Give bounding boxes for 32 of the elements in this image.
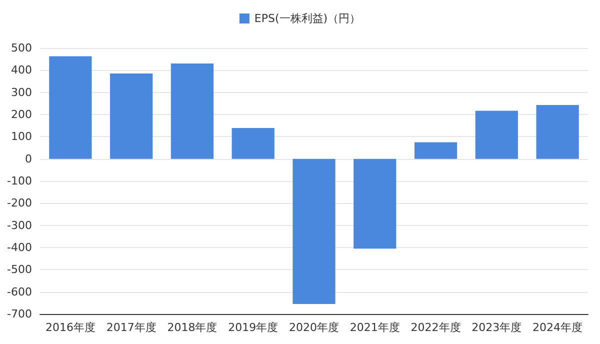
y-tick-label: -200 (7, 196, 32, 210)
y-tick-label: -700 (7, 308, 32, 320)
bar (232, 128, 274, 159)
y-tick-label: -400 (7, 241, 32, 254)
x-tick-label: 2024年度 (532, 321, 583, 334)
bar (536, 104, 579, 159)
x-tick-label: 2020年度 (289, 321, 339, 334)
bar (49, 56, 92, 159)
x-tick-label: 2022年度 (410, 321, 461, 334)
y-tick-label: -300 (7, 218, 32, 232)
x-tick-label: 2017年度 (106, 321, 156, 334)
y-tick-label: 100 (11, 130, 32, 144)
bar (414, 142, 458, 159)
y-tick-label: 200 (11, 108, 32, 121)
y-tick-label: 0 (25, 152, 32, 166)
bar (354, 158, 396, 249)
x-tick-label: 2016年度 (45, 321, 96, 334)
y-tick-label: -600 (7, 285, 32, 298)
x-tick-label: 2019年度 (228, 321, 278, 334)
x-tick-label: 2023年度 (472, 321, 522, 334)
bar (475, 110, 518, 159)
y-tick-label: 300 (11, 86, 32, 99)
y-tick-label: 500 (11, 42, 32, 54)
legend-label: EPS(一株利益)（円） (254, 12, 361, 25)
y-tick-label: -100 (7, 174, 32, 188)
x-tick-label: 2018年度 (167, 321, 218, 334)
bar (170, 64, 214, 159)
y-tick-label: -500 (7, 263, 32, 276)
bar (292, 158, 336, 304)
y-tick-label: 400 (11, 64, 32, 77)
x-tick-label: 2021年度 (350, 321, 400, 334)
bar (110, 73, 153, 159)
